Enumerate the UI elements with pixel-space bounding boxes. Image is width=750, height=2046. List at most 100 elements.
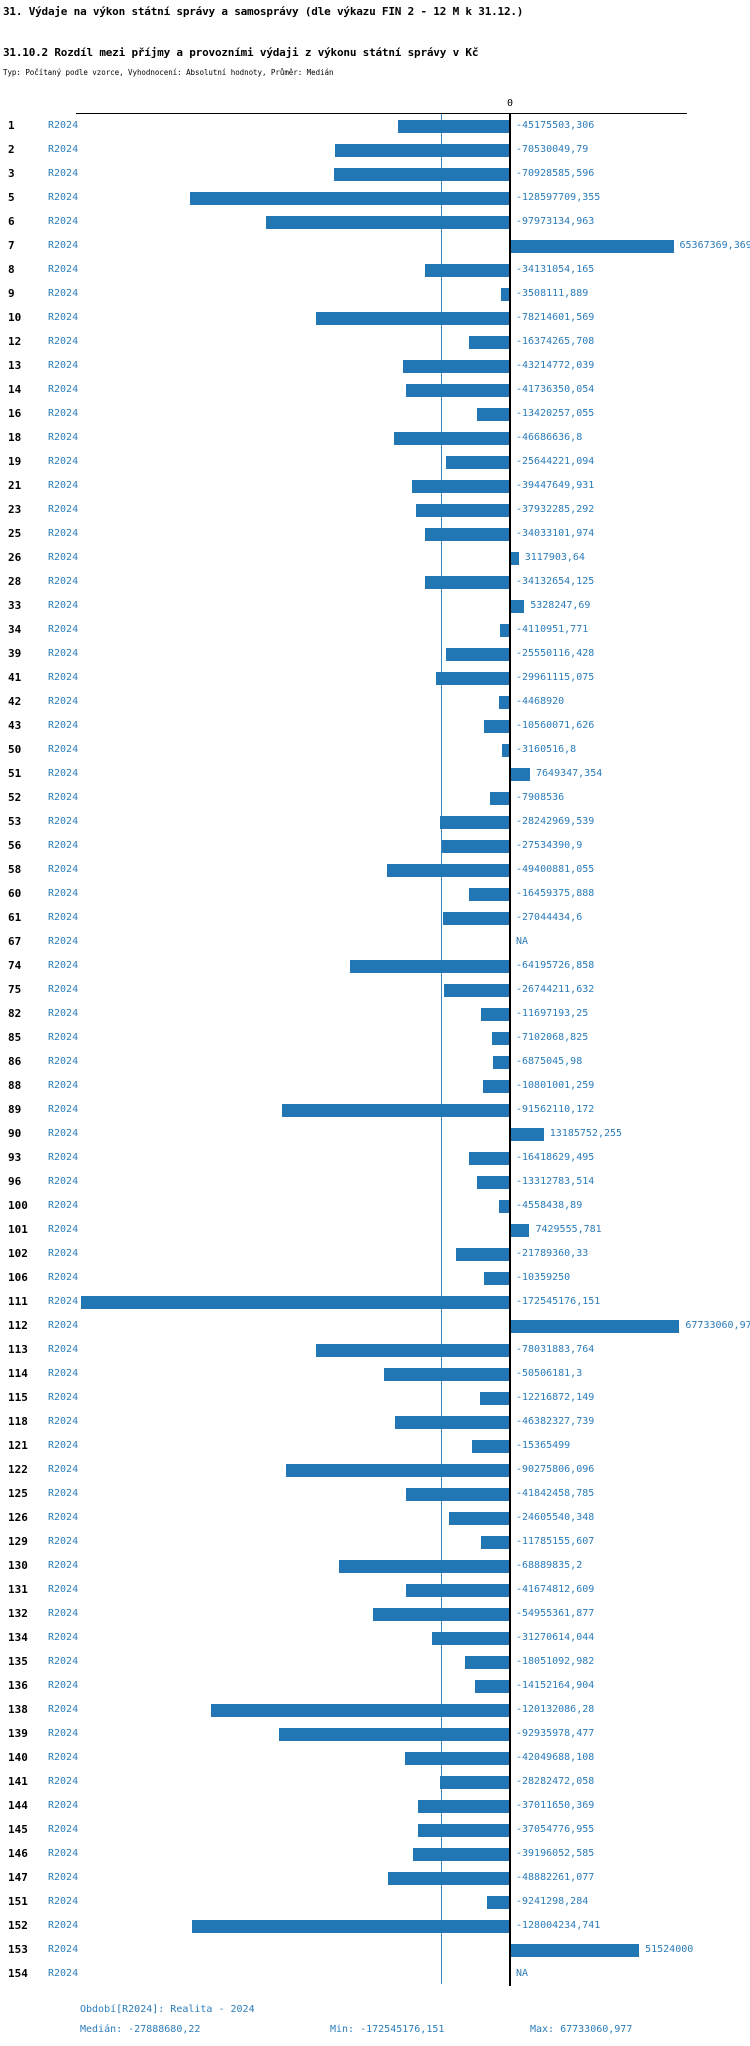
row-value-label: -54955361,877	[516, 1608, 595, 1619]
row-bar	[190, 191, 510, 205]
chart-row: 138 R2024 -120132086,28	[0, 1698, 750, 1722]
row-value-label: -16418629,495	[516, 1152, 595, 1163]
row-bar	[511, 1319, 680, 1333]
chart-row: 10 R2024 -78214601,569	[0, 306, 750, 330]
axis-top-line	[76, 113, 687, 114]
row-period-label: R2024	[48, 552, 79, 563]
row-bar	[465, 1655, 510, 1669]
report-title: 31. Výdaje na výkon státní správy a samo…	[3, 5, 524, 18]
row-number: 136	[8, 1679, 28, 1692]
row-number: 100	[8, 1199, 28, 1212]
row-bar	[471, 1439, 510, 1453]
row-value-label: -21789360,33	[516, 1248, 589, 1259]
row-number: 67	[8, 935, 22, 948]
row-number: 85	[8, 1031, 22, 1044]
row-period-label: R2024	[48, 432, 79, 443]
chart-row: 100 R2024 -4558438,89	[0, 1194, 750, 1218]
row-period-label: R2024	[48, 1488, 79, 1499]
row-value-label: -49400881,055	[516, 864, 595, 875]
row-number: 19	[8, 455, 22, 468]
row-value-label: -45175503,306	[516, 120, 595, 131]
row-number: 75	[8, 983, 22, 996]
row-bar	[498, 695, 510, 709]
row-period-label: R2024	[48, 1224, 79, 1235]
row-number: 25	[8, 527, 22, 540]
row-period-label: R2024	[48, 1272, 79, 1283]
row-value-label: -28282472,058	[516, 1776, 595, 1787]
row-period-label: R2024	[48, 1872, 79, 1883]
chart-row: 3 R2024 -70928585,596	[0, 162, 750, 186]
row-number: 61	[8, 911, 22, 924]
chart-row: 53 R2024 -28242969,539	[0, 810, 750, 834]
row-bar	[415, 503, 510, 517]
row-number: 113	[8, 1343, 28, 1356]
chart-row: 28 R2024 -34132654,125	[0, 570, 750, 594]
row-period-label: R2024	[48, 1968, 79, 1979]
row-bar	[282, 1103, 510, 1117]
row-period-label: R2024	[48, 1176, 79, 1187]
chart-row: 2 R2024 -70530049,79	[0, 138, 750, 162]
row-bar	[417, 1799, 510, 1813]
chart-row: 93 R2024 -16418629,495	[0, 1146, 750, 1170]
row-number: 82	[8, 1007, 22, 1020]
row-period-label: R2024	[48, 768, 79, 779]
chart-row: 16 R2024 -13420257,055	[0, 402, 750, 426]
chart-row: 42 R2024 -4468920	[0, 690, 750, 714]
row-bar	[334, 143, 510, 157]
row-bar	[446, 647, 510, 661]
chart-row: 18 R2024 -46686636,8	[0, 426, 750, 450]
chart-row: 41 R2024 -29961115,075	[0, 666, 750, 690]
row-period-label: R2024	[48, 1944, 79, 1955]
row-number: 139	[8, 1727, 28, 1740]
row-number: 2	[8, 143, 15, 156]
row-bar	[435, 671, 510, 685]
row-bar	[350, 959, 510, 973]
row-value-label: NA	[516, 936, 529, 947]
row-number: 102	[8, 1247, 28, 1260]
row-number: 43	[8, 719, 22, 732]
row-bar	[81, 1295, 510, 1309]
row-period-label: R2024	[48, 144, 79, 155]
row-bar	[448, 1511, 510, 1525]
row-bar	[402, 359, 510, 373]
row-bar	[511, 1943, 640, 1957]
row-value-label: -41736350,054	[516, 384, 595, 395]
chart-row: 151 R2024 -9241298,284	[0, 1890, 750, 1914]
bar-chart: 0 1 R2024 -45175503,306 2 R2024 -70530049,79 3…	[0, 98, 750, 1986]
row-bar	[469, 1151, 510, 1165]
row-bar	[511, 239, 674, 253]
chart-row: 67 R2024 NA	[0, 930, 750, 954]
row-number: 34	[8, 623, 22, 636]
row-value-label: -4558438,89	[516, 1200, 583, 1211]
row-number: 26	[8, 551, 22, 564]
row-value-label: 65367369,369	[679, 240, 750, 251]
row-number: 125	[8, 1487, 28, 1500]
row-number: 89	[8, 1103, 22, 1116]
row-number: 144	[8, 1799, 28, 1812]
chart-row: 144 R2024 -37011650,369	[0, 1794, 750, 1818]
chart-row: 118 R2024 -46382327,739	[0, 1410, 750, 1434]
row-number: 50	[8, 743, 22, 756]
row-bar	[405, 1487, 510, 1501]
chart-row: 101 R2024 7429555,781	[0, 1218, 750, 1242]
row-value-label: -46686636,8	[516, 432, 583, 443]
row-value-label: -78031883,764	[516, 1344, 595, 1355]
row-bar	[191, 1919, 510, 1933]
row-value-label: -120132086,28	[516, 1704, 595, 1715]
row-period-label: R2024	[48, 624, 79, 635]
row-number: 9	[8, 287, 15, 300]
row-number: 6	[8, 215, 15, 228]
row-period-label: R2024	[48, 1536, 79, 1547]
chart-row: 122 R2024 -90275806,096	[0, 1458, 750, 1482]
row-bar	[469, 887, 510, 901]
footer-min: Min: -172545176,151	[330, 2024, 445, 2035]
row-value-label: -3508111,889	[516, 288, 589, 299]
row-value-label: -128597709,355	[516, 192, 601, 203]
row-bar	[511, 599, 525, 613]
row-bar	[441, 839, 510, 853]
row-period-label: R2024	[48, 1368, 79, 1379]
row-value-label: -28242969,539	[516, 816, 595, 827]
row-number: 115	[8, 1391, 28, 1404]
row-bar	[316, 1343, 510, 1357]
row-number: 129	[8, 1535, 28, 1548]
